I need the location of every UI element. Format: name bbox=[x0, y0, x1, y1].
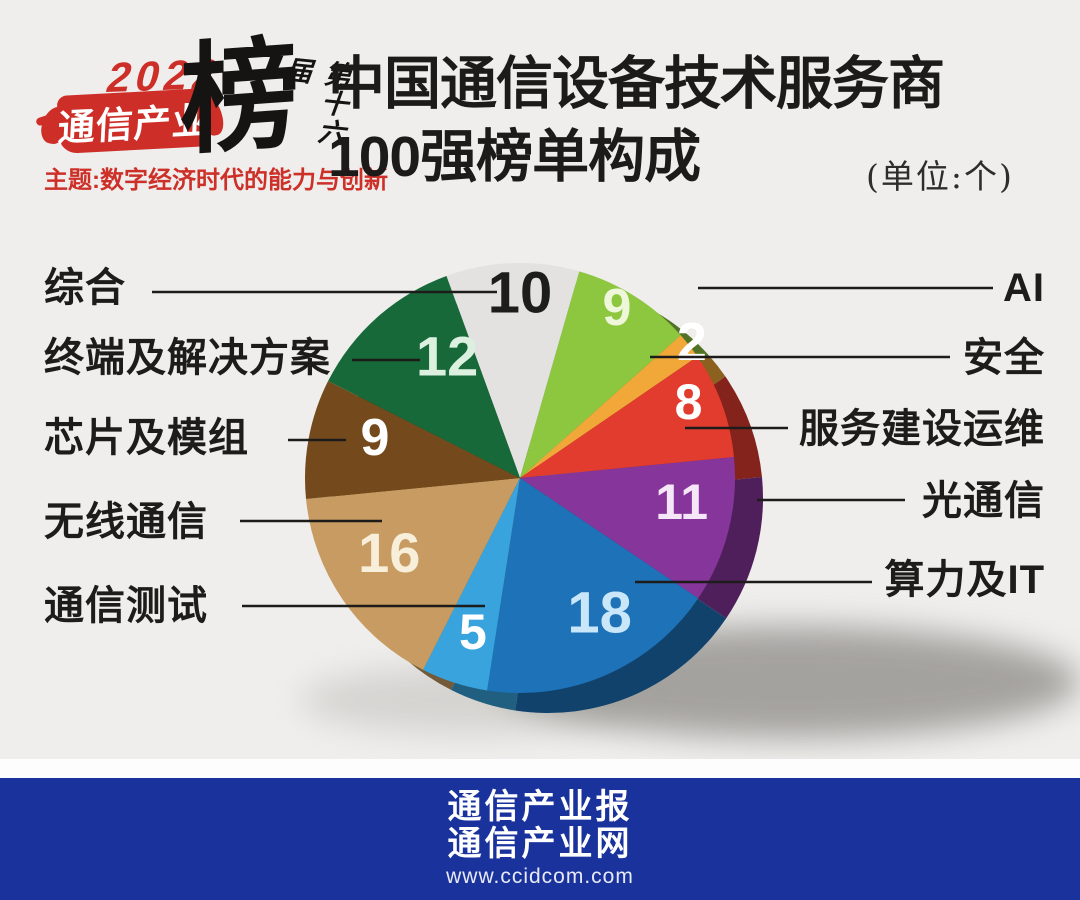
pie-slice-算力及IT bbox=[487, 478, 699, 694]
event-logo: 2022 通信产业 榜 第十六届 主题:数字经济时代的能力与创新 bbox=[0, 0, 388, 210]
logo-theme-line: 主题:数字经济时代的能力与创新 bbox=[44, 167, 388, 194]
pie-slice-终端及解决方案 bbox=[328, 275, 520, 478]
page-title-line1: 中国通信设备技术服务商 bbox=[328, 52, 945, 116]
category-label-suanli: 算力及IT bbox=[884, 558, 1045, 602]
footer-bar: 通信产业报 通信产业网 www.ccidcom.com bbox=[0, 778, 1080, 900]
slice-value-无线通信: 16 bbox=[358, 521, 420, 584]
category-label-ceshi: 通信测试 bbox=[44, 584, 208, 628]
pie-slice-安全 bbox=[520, 335, 698, 478]
unit-note: (单位:个) bbox=[866, 157, 1014, 196]
category-label-guangtongxin: 光通信 bbox=[922, 479, 1045, 523]
slice-value-芯片及模组: 9 bbox=[360, 409, 389, 467]
footer-brand-line1: 通信产业报 bbox=[447, 788, 633, 826]
pie-slice-AI bbox=[520, 271, 681, 478]
pie-slice-服务建设运维 bbox=[520, 356, 734, 478]
footer-url: www.ccidcom.com bbox=[446, 865, 634, 888]
category-label-zonghe: 综合 bbox=[44, 266, 126, 310]
footer-divider-strip bbox=[0, 759, 1080, 778]
pie-slice-芯片及模组 bbox=[305, 381, 520, 499]
category-label-fuwu: 服务建设运维 bbox=[799, 407, 1045, 451]
pie-slice-综合 bbox=[446, 263, 580, 478]
pie-slice-光通信 bbox=[520, 457, 735, 599]
category-label-anquan: 安全 bbox=[963, 336, 1045, 380]
page-title-line2: 100强榜单构成 bbox=[328, 125, 701, 189]
category-label-zhongduan: 终端及解决方案 bbox=[44, 336, 331, 380]
pie-slice-通信测试 bbox=[423, 478, 520, 691]
slice-value-算力及IT: 18 bbox=[567, 581, 632, 646]
pie-slice-无线通信 bbox=[306, 478, 520, 670]
slice-value-服务建设运维: 8 bbox=[675, 374, 703, 430]
slice-value-综合: 10 bbox=[488, 261, 553, 326]
category-label-xinpian: 芯片及模组 bbox=[44, 416, 249, 460]
category-label-wuxian: 无线通信 bbox=[44, 500, 208, 544]
page-title: 中国通信设备技术服务商 100强榜单构成 bbox=[328, 48, 1028, 194]
slice-value-光通信: 11 bbox=[655, 474, 708, 530]
slice-value-通信测试: 5 bbox=[459, 604, 487, 660]
slice-value-安全: 2 bbox=[677, 312, 707, 372]
slice-value-终端及解决方案: 12 bbox=[416, 325, 478, 388]
footer-brand-line2: 通信产业网 bbox=[447, 825, 633, 863]
category-label-ai: AI bbox=[1003, 266, 1045, 310]
slice-value-AI: 9 bbox=[602, 279, 631, 337]
